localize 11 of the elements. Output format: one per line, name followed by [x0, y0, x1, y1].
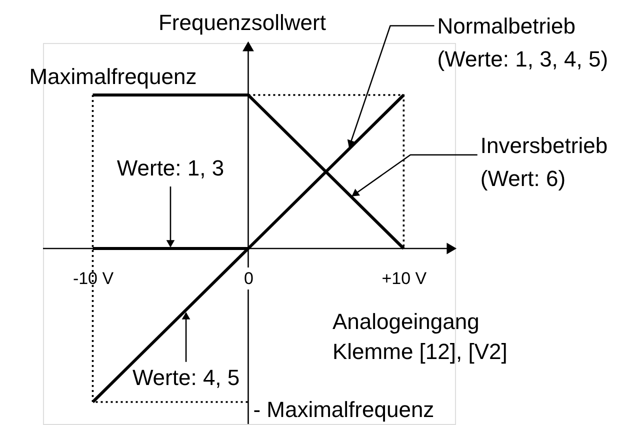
- x-axis-title: Analogeingang Klemme [12], [V2]: [332, 309, 508, 364]
- y-axis-title: Frequenzsollwert: [158, 10, 326, 35]
- annotation: Werte: 1, 3: [116, 156, 224, 180]
- x-tick-label: +10 V: [382, 269, 428, 288]
- x-tick-label: 0: [244, 269, 254, 288]
- annotation: Werte: 4, 5: [132, 364, 240, 390]
- x-tick-label: -10 V: [72, 269, 114, 288]
- annotation: Normalbetrieb (Werte: 1, 3, 4, 5): [437, 14, 608, 72]
- annotation: - Maximalfrequenz: [253, 397, 434, 422]
- annotation: Maximalfrequenz: [29, 64, 197, 89]
- annotation: Inversbetrieb (Wert: 6): [480, 132, 608, 191]
